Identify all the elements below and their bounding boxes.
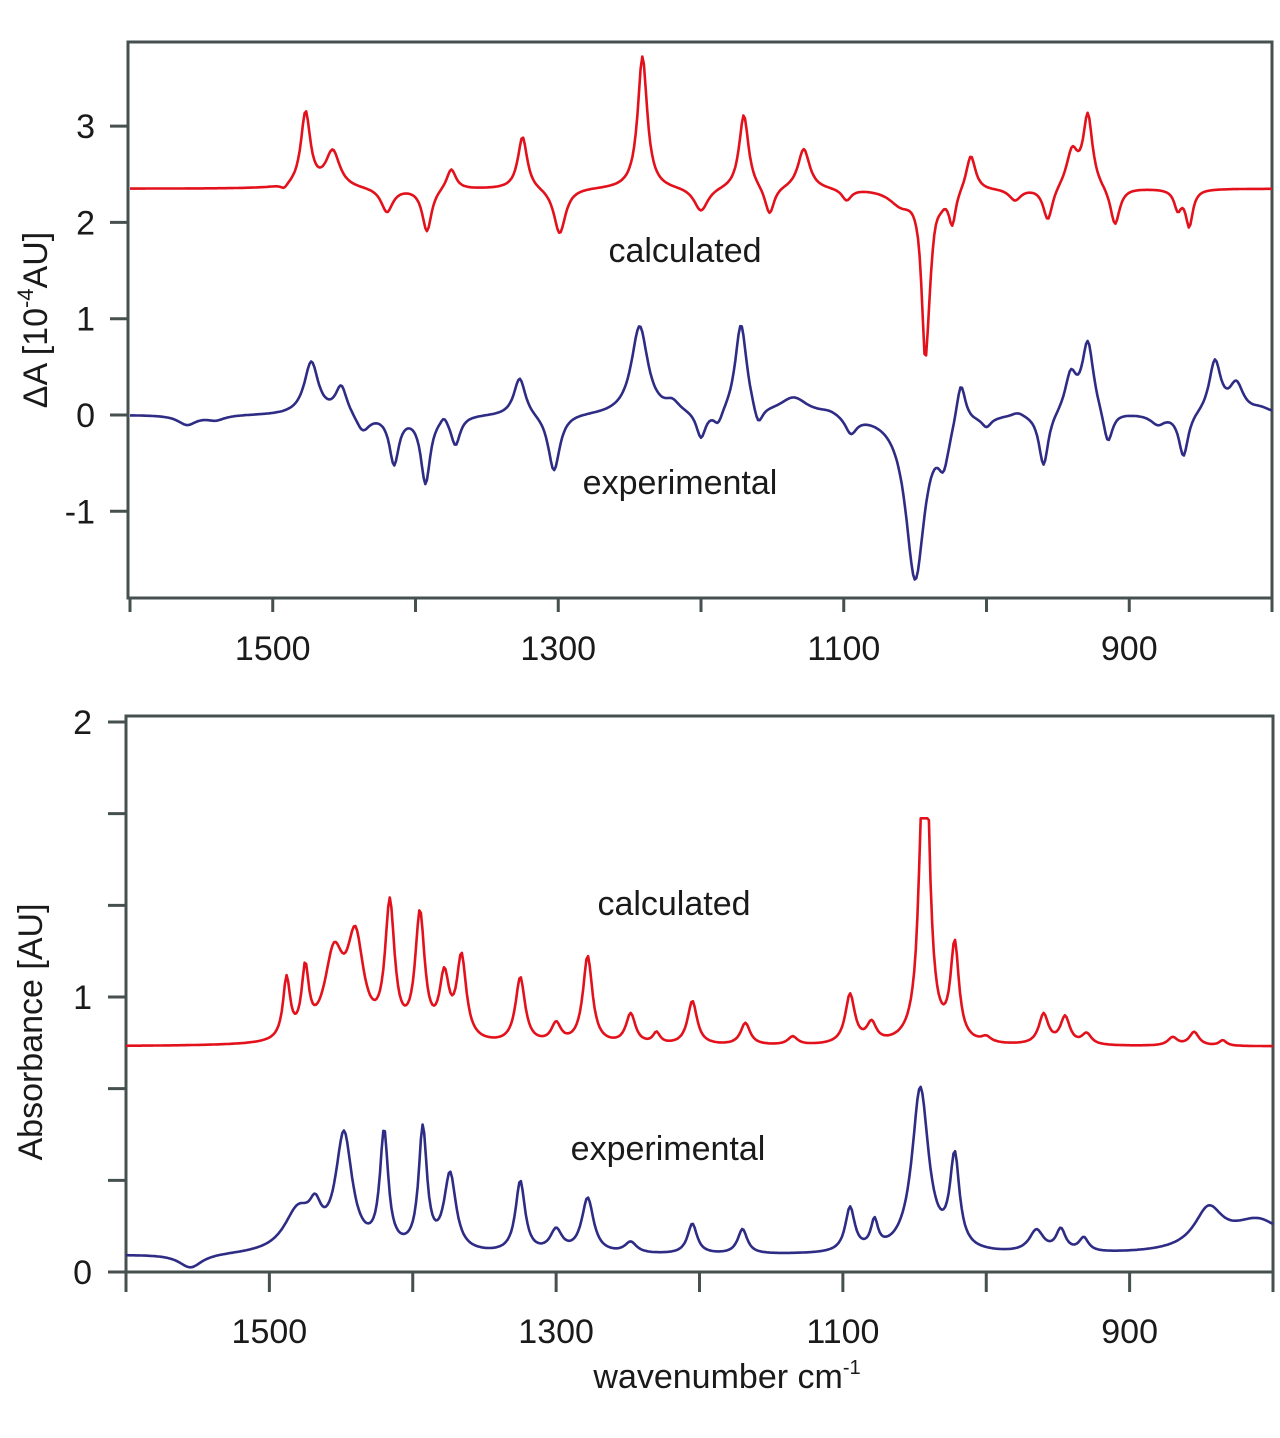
bottom-y-ticks: 2 1 0: [73, 704, 126, 1292]
top-x-ticks: 1500 1300 1100 900: [128, 598, 1274, 668]
top-x-tick-label: 1500: [235, 630, 311, 668]
top-plot-frame: [126, 40, 1274, 600]
top-y-tick-label: 2: [76, 204, 95, 242]
top-y-axis-label: ΔA [10-4AU]: [13, 232, 55, 408]
top-y-tick-label: 3: [76, 108, 95, 146]
bottom-y-tick-label: 2: [73, 704, 92, 742]
bottom-y-tick-label: 1: [73, 979, 92, 1017]
top-experimental-annotation: experimental: [583, 464, 778, 502]
bottom-x-tick-label: 900: [1101, 1313, 1158, 1351]
bottom-x-tick-label: 1100: [806, 1313, 879, 1351]
top-panel-difference-spectrum: 1500 1300 1100 900 3 2 1 0 -1 ΔA [10-4AU] calcu…: [13, 40, 1274, 668]
top-y-tick-label: 0: [76, 397, 95, 435]
bottom-panel-absorbance-spectrum: 1500 1300 1100 900 2 1 0 Absorbance [AU] wave…: [12, 704, 1275, 1396]
top-y-ticks: 3 2 1 0 -1: [65, 108, 128, 531]
top-x-tick-label: 1100: [807, 630, 880, 668]
top-x-tick-label: 900: [1101, 630, 1158, 668]
top-calculated-annotation: calculated: [608, 232, 761, 270]
bottom-experimental-annotation: experimental: [571, 1130, 766, 1168]
top-experimental-line: [130, 324, 1273, 581]
bottom-calculated-annotation: calculated: [597, 885, 750, 923]
bottom-x-ticks: 1500 1300 1100 900: [124, 1272, 1275, 1351]
top-calculated-line: [130, 55, 1272, 357]
top-x-tick-label: 1300: [520, 630, 596, 668]
bottom-y-axis-label: Absorbance [AU]: [12, 903, 50, 1160]
bottom-x-axis-label: wavenumber cm-1: [592, 1357, 860, 1396]
top-y-tick-label: 1: [76, 301, 95, 339]
bottom-x-tick-label: 1500: [232, 1313, 308, 1351]
bottom-x-tick-label: 1300: [518, 1313, 594, 1351]
bottom-calculated-line: [126, 817, 1273, 1048]
top-y-tick-label: -1: [65, 493, 95, 531]
bottom-experimental-line: [126, 1085, 1274, 1269]
bottom-plot-frame: [124, 714, 1275, 1274]
bottom-y-tick-label: 0: [73, 1254, 92, 1292]
